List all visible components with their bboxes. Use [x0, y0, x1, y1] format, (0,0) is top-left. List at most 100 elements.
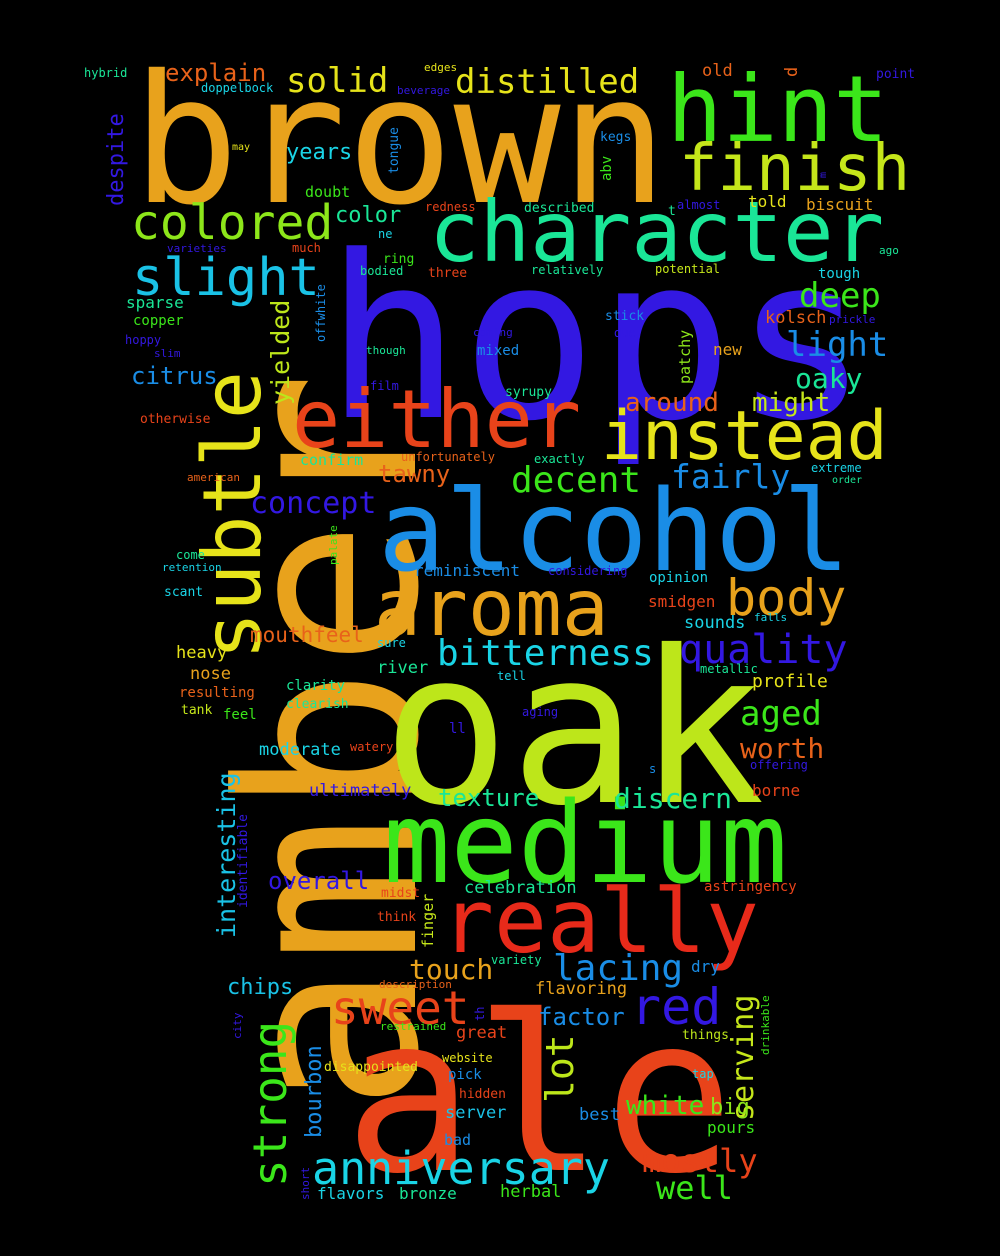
word-offering: offering [750, 758, 808, 772]
word-citrus: citrus [131, 362, 218, 390]
word-dry: dry [691, 957, 720, 976]
word-tough: tough [818, 266, 861, 282]
word-bodied: bodied [360, 264, 404, 278]
word-strong: strong [243, 1020, 297, 1187]
word-ring: ring [383, 252, 415, 267]
word-body: body [726, 569, 847, 627]
word-doppelbock: doppelbock [201, 81, 274, 95]
word-light: light [786, 325, 889, 365]
word-watery: watery [350, 740, 394, 754]
word-redness: redness [425, 200, 476, 214]
word-beverage: beverage [397, 84, 450, 97]
word-slight: slight [132, 248, 320, 308]
word-great: great [456, 1023, 508, 1043]
word-point: point [876, 67, 916, 82]
word-american: american [187, 471, 240, 484]
word-s: s [649, 762, 657, 776]
word-relatively: relatively [531, 263, 604, 277]
word-restrained: restrained [380, 1020, 447, 1033]
word-deep: deep [799, 276, 881, 316]
word-alcohol: alcohol [378, 467, 851, 597]
word-celebration: celebration [464, 878, 577, 898]
word-oaky: oaky [795, 362, 863, 395]
word-chips: chips [227, 975, 294, 1000]
word-exactly: exactly [534, 452, 585, 466]
word-abv: abv [599, 155, 615, 181]
word-explain: explain [165, 59, 267, 87]
word-sweet: sweet [331, 981, 470, 1035]
word-film: film [370, 379, 399, 393]
word-clearish: clearish [286, 697, 349, 712]
word-factor: factor [538, 1003, 625, 1031]
word-mostly: mostly [642, 1142, 758, 1180]
word-extreme: extreme [811, 461, 862, 475]
word-website: website [442, 1051, 493, 1065]
word-oak: oak [382, 605, 765, 852]
word-three: three [428, 266, 468, 281]
word-copper: copper [133, 313, 184, 329]
word-come: come [176, 548, 205, 562]
word-moderate: moderate [259, 740, 341, 760]
word-doubt: doubt [305, 183, 351, 201]
word-aged: aged [740, 694, 822, 734]
word-bitterness: bitterness [437, 633, 654, 674]
word-described: described [524, 201, 595, 216]
word-might: might [752, 388, 831, 418]
word-due: due [614, 326, 636, 340]
word-new: new [713, 340, 742, 359]
word-m: m [818, 171, 829, 178]
word-tell: tell [497, 669, 526, 683]
word-smidgen: smidgen [648, 592, 716, 611]
word-prickle: prickle [829, 313, 876, 326]
word-texture: texture [438, 784, 540, 812]
word-things: things [682, 1028, 729, 1043]
word-scant: scant [164, 585, 204, 600]
word-th: th [473, 1006, 487, 1021]
word-disappointed: disappointed [324, 1060, 418, 1075]
word-old: old [702, 61, 733, 81]
word-finish: finish [679, 132, 911, 206]
word-anniversary: anniversary [312, 1142, 611, 1195]
word-drinkable: drinkable [759, 995, 772, 1055]
word-tap: tap [692, 1067, 714, 1081]
word-heavy: heavy [176, 643, 228, 663]
word-otherwise: otherwise [140, 412, 211, 427]
word-really: really [441, 870, 759, 973]
word-think: think [377, 910, 417, 925]
word-big: big [710, 1095, 750, 1120]
word-yielded: yielded [266, 299, 295, 405]
word-hybrid: hybrid [84, 66, 128, 80]
word-colored: colored [131, 195, 334, 251]
word-kolsch: kolsch [765, 308, 827, 328]
word-falls: falls [754, 611, 788, 624]
word-kegs: kegs [600, 130, 632, 145]
word-hint: hint [667, 56, 889, 163]
word-retention: retention [162, 561, 222, 574]
word-much: much [292, 241, 321, 255]
word-tongue: tongue [387, 127, 402, 174]
word-short: short [299, 1166, 312, 1200]
word-astringency: astringency [704, 879, 797, 895]
word-ago: ago [879, 244, 899, 257]
word-touch: touch [409, 953, 494, 986]
word-identifiable: identifiable [236, 814, 251, 908]
word-bad: bad [444, 1131, 472, 1149]
word-description: description [379, 978, 452, 991]
word-almost: almost [677, 198, 721, 212]
word-syrupy: syrupy [505, 385, 552, 400]
word-ultimately: ultimately [309, 781, 412, 801]
word-offwhite: offwhite [314, 284, 328, 342]
word-tank: tank [181, 703, 213, 718]
word-coming: coming [473, 326, 513, 339]
word-instead: instead [601, 397, 888, 476]
word-sounds: sounds [684, 613, 746, 633]
word-potential: potential [655, 262, 721, 276]
word-around: around [625, 388, 719, 418]
word-sparse: sparse [126, 293, 184, 312]
word-reminiscent: reminiscent [414, 561, 520, 580]
word-pours: pours [707, 1118, 756, 1137]
word-concept: concept [250, 486, 377, 521]
word-patchy: patchy [676, 329, 694, 384]
word-ll: ll [449, 721, 466, 737]
